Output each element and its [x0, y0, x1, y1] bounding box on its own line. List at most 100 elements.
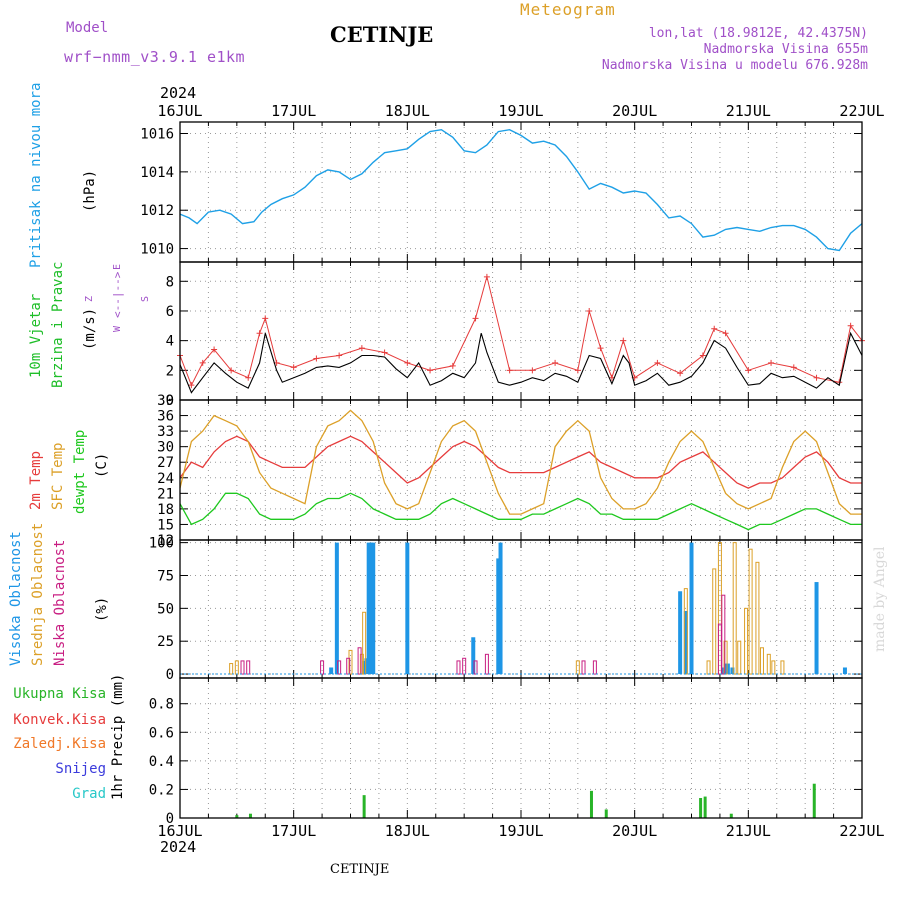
mid-cloud-bar	[348, 649, 353, 675]
high-cloud-bar	[368, 542, 373, 675]
conv-precip-label: Konvek.Kisa	[13, 712, 106, 728]
wind-gust-point	[245, 374, 252, 381]
total-precip-bar	[235, 815, 239, 818]
low-cloud-bar	[473, 660, 478, 675]
low-cloud-bar	[484, 653, 489, 675]
high-cloud-bar	[721, 667, 726, 675]
y-tick-label: 2	[166, 363, 174, 379]
x-tick-label-top: 20JUL	[612, 102, 657, 120]
y-tick-label: 100	[149, 536, 174, 552]
wind-gust-point	[404, 359, 411, 366]
y-tick-label: 18	[157, 502, 174, 518]
wind-gust-point	[358, 345, 365, 352]
year-top: 2024	[160, 84, 197, 102]
y-tick-label: 1014	[140, 165, 174, 181]
high-cloud-bar	[371, 542, 376, 675]
frozen-precip-label: Zaledj.Kisa	[13, 736, 106, 752]
mid-cloud-bar	[780, 660, 785, 675]
hail-label: Grad	[72, 786, 106, 802]
model-value: wrf−nmm_v3.9.1 e1km	[64, 48, 246, 66]
wind-gust-point	[722, 330, 729, 337]
high-cloud-bar	[725, 663, 730, 675]
y-tick-label: 0.8	[149, 697, 174, 713]
y-tick-label: 33	[157, 424, 174, 440]
mid-cloud-bar	[744, 607, 749, 675]
total-precip-bar	[604, 809, 608, 818]
y-tick-label: 1010	[140, 242, 174, 258]
low-cloud-bar	[346, 657, 351, 675]
x-tick-label-top: 18JUL	[385, 102, 430, 120]
mid-cloud-bar	[706, 660, 711, 675]
wind-gust-point	[699, 352, 706, 359]
y-tick-label: 1012	[140, 203, 174, 219]
y-tick-label: 15	[157, 517, 174, 533]
x-tick-label-bottom: 16JUL	[157, 822, 202, 840]
x-tick-label-bottom: 22JUL	[839, 822, 884, 840]
low-cloud-bar	[456, 660, 461, 675]
panel-frame	[179, 677, 863, 819]
wind-gust-point	[313, 355, 320, 362]
x-tick-label-bottom: 19JUL	[498, 822, 543, 840]
wind-gust-point	[472, 315, 479, 322]
y-tick-label: 25	[157, 634, 174, 650]
mid-cloud-bar	[737, 640, 742, 675]
high-cloud-bar	[362, 660, 367, 675]
mid-cloud-bar	[575, 660, 580, 675]
high-cloud-bar	[366, 542, 371, 675]
high-cloud-bar	[364, 658, 369, 675]
low-cloud-bar	[592, 660, 597, 675]
wind-gust-point	[768, 359, 775, 366]
y-tick-label: 27	[157, 455, 174, 471]
wind-gust-point	[620, 337, 627, 344]
model-label: Model	[66, 20, 109, 36]
wind-gust-point	[483, 273, 490, 280]
y-tick-label: 0.2	[149, 782, 174, 798]
x-tick-label-top: 21JUL	[726, 102, 771, 120]
high-cloud-bar	[329, 667, 334, 675]
snow-label: Snijeg	[55, 761, 106, 777]
y-tick-label: 0.6	[149, 725, 174, 741]
high-cloud-bar	[730, 667, 735, 675]
low-cloud-bar	[320, 660, 325, 675]
dewpt-line	[179, 492, 862, 531]
pressure-line	[179, 128, 863, 252]
wind-gust-point	[290, 364, 297, 371]
mid-cloud-bar	[748, 548, 753, 675]
wind-gust-point	[711, 325, 718, 332]
wind-gust-point	[188, 382, 195, 389]
low-cloud-bar	[246, 660, 251, 675]
wind-gust-point	[262, 315, 269, 322]
wind-gust-point	[677, 370, 684, 377]
high-cloud-bar	[842, 667, 847, 675]
y-tick-label: 24	[157, 471, 174, 487]
high-cloud-bar	[814, 582, 819, 675]
x-tick-label-top: 17JUL	[271, 102, 316, 120]
sfc-temp-line	[179, 409, 862, 515]
y-tick-label: 0	[166, 667, 174, 683]
x-tick-label-top: 19JUL	[498, 102, 543, 120]
total-precip-label: Ukupna Kisa	[13, 686, 106, 702]
mid-cloud-bar	[234, 660, 239, 675]
wind-gust-point	[597, 345, 604, 352]
y-tick-label: 50	[157, 601, 174, 617]
elevation: Nadmorska Visina 655m	[703, 42, 868, 57]
high-cloud-bar	[471, 637, 476, 675]
wind-gust-point	[506, 367, 513, 374]
wind-gust-point	[529, 367, 536, 374]
high-cloud-bar	[723, 663, 728, 675]
wind-gust-point	[847, 322, 854, 329]
x-tick-label-bottom: 18JUL	[385, 822, 430, 840]
low-cloud-bar	[581, 660, 586, 675]
low-cloud-bar	[721, 594, 726, 675]
wind-speed-line	[179, 331, 863, 394]
wind-gust-point	[381, 349, 388, 356]
y-tick-label: 21	[157, 486, 174, 502]
y-tick-label: 4	[166, 334, 174, 350]
wind-gust-point	[449, 362, 456, 369]
wind-gust-point	[552, 359, 559, 366]
low-cloud-bar	[357, 647, 362, 675]
high-cloud-bar	[496, 558, 501, 675]
wind-gust-point	[813, 374, 820, 381]
x-tick-label-top: 22JUL	[839, 102, 884, 120]
station-title: CETINJE	[330, 22, 434, 47]
